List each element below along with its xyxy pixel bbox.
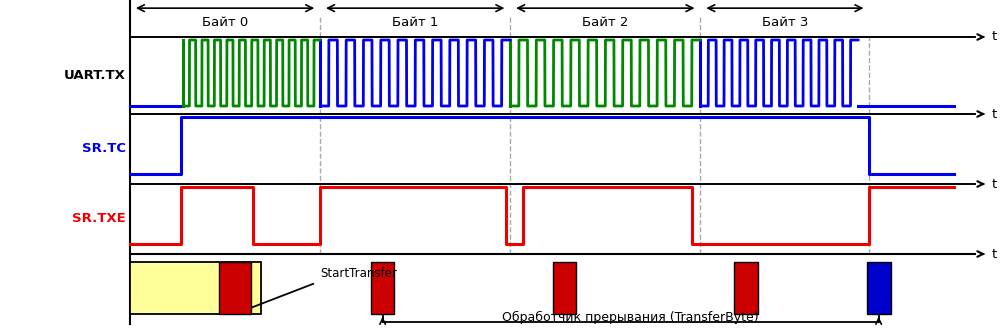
Text: SR.TC: SR.TC	[82, 142, 126, 155]
Text: t: t	[992, 108, 997, 121]
Bar	[867, 262, 891, 314]
Bar	[219, 262, 251, 314]
Text: SR.TXE: SR.TXE	[72, 212, 126, 225]
Text: Байт 2: Байт 2	[582, 17, 629, 30]
Text: t: t	[992, 178, 997, 191]
Text: UART.TX: UART.TX	[64, 69, 126, 82]
Text: Обработчик прерывания (TransferByte): Обработчик прерывания (TransferByte)	[502, 311, 759, 324]
Text: Байт 3: Байт 3	[762, 17, 808, 30]
Bar	[371, 262, 394, 314]
Bar	[130, 262, 261, 314]
Text: t: t	[992, 31, 997, 43]
Text: Байт 1: Байт 1	[392, 17, 438, 30]
Text: StartTransfer: StartTransfer	[320, 267, 397, 280]
Text: Байт 0: Байт 0	[202, 17, 248, 30]
Bar	[552, 262, 576, 314]
Text: t: t	[992, 247, 997, 261]
Bar	[734, 262, 758, 314]
